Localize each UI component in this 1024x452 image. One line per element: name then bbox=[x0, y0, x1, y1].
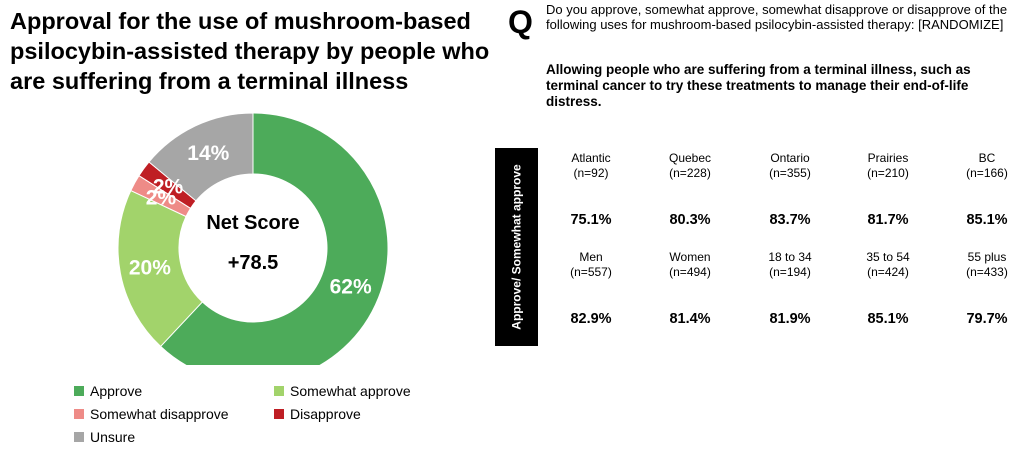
legend-label: Approve bbox=[90, 383, 143, 399]
column-header: Prairies (n=210) bbox=[838, 151, 938, 181]
sample-size: (n=557) bbox=[570, 265, 612, 279]
group-name: BC bbox=[978, 151, 996, 165]
approval-value: 81.4% bbox=[669, 311, 711, 327]
approval-value: 83.7% bbox=[769, 212, 811, 228]
chart-title: Approval for the use of mushroom-based p… bbox=[10, 8, 490, 94]
group-name: Prairies bbox=[867, 151, 909, 165]
approval-value: 85.1% bbox=[966, 212, 1008, 228]
approval-value: 75.1% bbox=[570, 212, 612, 228]
center-label: Net Score bbox=[206, 212, 299, 234]
legend-item-somewhat-approve: Somewhat approve bbox=[274, 383, 411, 399]
approval-value: 82.9% bbox=[570, 311, 612, 327]
legend-item-approve: Approve bbox=[74, 383, 142, 399]
sample-size: (n=228) bbox=[669, 166, 711, 180]
column-header: Men (n=557) bbox=[541, 250, 641, 280]
slice-somewhat-approve bbox=[117, 189, 204, 348]
column-header: Atlantic (n=92) bbox=[541, 151, 641, 181]
sample-size: (n=355) bbox=[769, 166, 811, 180]
legend-swatch bbox=[74, 386, 84, 396]
approval-value: 81.7% bbox=[867, 212, 909, 228]
approval-value: 80.3% bbox=[669, 212, 711, 228]
group-name: 55 plus bbox=[967, 250, 1007, 264]
sample-size: (n=424) bbox=[867, 265, 909, 279]
group-name: Quebec bbox=[668, 151, 712, 165]
row-label-box: Approve/ Somewhat approve bbox=[495, 148, 538, 346]
sample-size: (n=494) bbox=[669, 265, 711, 279]
legend-label: Disapprove bbox=[290, 406, 361, 422]
slice-unsure bbox=[148, 112, 254, 202]
group-name: 18 to 34 bbox=[768, 250, 812, 264]
approval-value: 79.7% bbox=[966, 311, 1008, 327]
sample-size: (n=210) bbox=[867, 166, 909, 180]
question-marker: Q bbox=[508, 4, 533, 40]
slice-label-disapprove: 2% bbox=[153, 175, 184, 198]
slice-label-unsure: 14% bbox=[187, 142, 229, 165]
group-name: 35 to 54 bbox=[866, 250, 910, 264]
slice-label-somewhat-disapprove: 2% bbox=[146, 186, 177, 209]
legend-item-unsure: Unsure bbox=[74, 429, 135, 445]
legend-swatch bbox=[274, 386, 284, 396]
legend-swatch bbox=[274, 409, 284, 419]
legend-swatch bbox=[74, 409, 84, 419]
legend-label: Somewhat approve bbox=[290, 383, 411, 399]
column-header: 55 plus (n=433) bbox=[937, 250, 1024, 280]
column-header: 35 to 54 (n=424) bbox=[838, 250, 938, 280]
net-score-value: +78.5 bbox=[228, 252, 279, 274]
legend: Approve Somewhat approve Somewhat disappro… bbox=[74, 383, 494, 449]
column-header: BC (n=166) bbox=[937, 151, 1024, 181]
sample-size: (n=166) bbox=[966, 166, 1008, 180]
approval-value: 81.9% bbox=[769, 311, 811, 327]
legend-label: Somewhat disapprove bbox=[90, 406, 229, 422]
sample-size: (n=433) bbox=[966, 265, 1008, 279]
column-header: Quebec (n=228) bbox=[640, 151, 740, 181]
legend-label: Unsure bbox=[90, 429, 136, 445]
approval-value: 85.1% bbox=[867, 311, 909, 327]
legend-item-somewhat-disapprove: Somewhat disapprove bbox=[74, 406, 229, 422]
group-name: Atlantic bbox=[571, 151, 611, 165]
donut-chart: 62%20%2%2%14% Net Score +78.5 bbox=[117, 112, 389, 365]
group-name: Women bbox=[669, 250, 711, 264]
sample-size: (n=194) bbox=[769, 265, 811, 279]
question-text: Do you approve, somewhat approve, somewh… bbox=[546, 2, 1008, 32]
legend-swatch bbox=[74, 432, 84, 442]
group-name: Men bbox=[579, 250, 603, 264]
slice-approve bbox=[159, 112, 389, 365]
column-header: 18 to 34 (n=194) bbox=[740, 250, 840, 280]
slice-label-approve: 62% bbox=[330, 276, 372, 299]
group-name: Ontario bbox=[770, 151, 810, 165]
slice-label-somewhat-approve: 20% bbox=[129, 257, 171, 280]
legend-item-disapprove: Disapprove bbox=[274, 406, 361, 422]
sample-size: (n=92) bbox=[573, 166, 609, 180]
column-header: Ontario (n=355) bbox=[740, 151, 840, 181]
question-item: Allowing people who are suffering from a… bbox=[546, 62, 971, 109]
column-header: Women (n=494) bbox=[640, 250, 740, 280]
row-label: Approve/ Somewhat approve bbox=[509, 164, 524, 330]
